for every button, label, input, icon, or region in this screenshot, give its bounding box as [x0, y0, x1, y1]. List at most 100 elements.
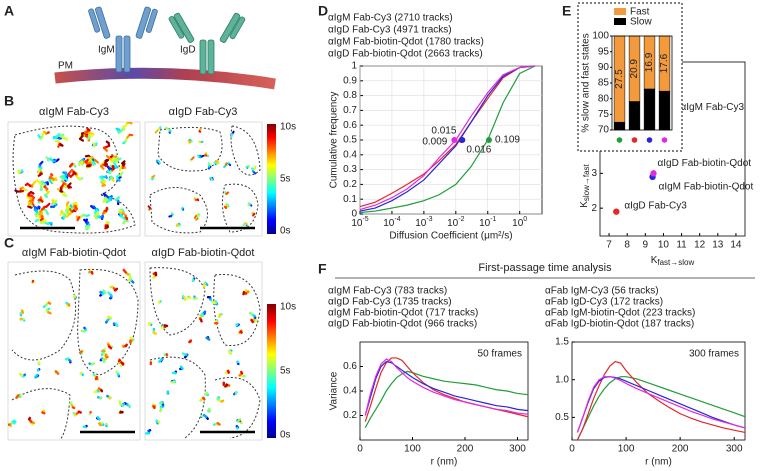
tick-label: 8 [624, 240, 630, 251]
colorbar-label: 10s [280, 302, 296, 313]
track [152, 331, 157, 335]
tick-label: 100 [618, 444, 635, 455]
series-line [576, 376, 746, 441]
tick-label: 0.2 [343, 410, 357, 421]
track [54, 370, 60, 375]
track [45, 156, 50, 160]
track [37, 172, 43, 177]
tick-label: 2 [591, 203, 597, 214]
track [41, 411, 46, 415]
label: IgM [98, 45, 115, 56]
track [239, 330, 243, 334]
track [196, 154, 200, 158]
legend-entry: αIgM Fab-Cy3 (783 tracks) [328, 286, 447, 297]
series-line [364, 358, 529, 416]
x-axis-label: r (nm) [431, 457, 458, 468]
track [223, 383, 228, 388]
track [101, 358, 106, 364]
track [196, 198, 200, 202]
track [207, 162, 212, 167]
annotation: 50 frames [478, 349, 522, 360]
track [193, 297, 198, 301]
legend-entry: αIgD Fab-Cy3 (4971 tracks) [328, 25, 452, 36]
y-axis-label: Variance [329, 371, 340, 410]
track [17, 169, 20, 175]
tick-label: 75 [598, 109, 610, 120]
tick-label-base: 1.0 [555, 374, 569, 385]
point [613, 208, 620, 215]
track [47, 311, 52, 315]
tick-label-base: 10 [447, 218, 459, 229]
track-image [145, 271, 258, 435]
series-line [576, 360, 746, 441]
track [179, 365, 184, 370]
tick-label: 90 [598, 62, 610, 73]
track [119, 171, 124, 177]
track [18, 372, 24, 377]
series-line [359, 65, 536, 214]
track [78, 350, 83, 354]
track [175, 223, 179, 227]
tick-label: 10-3 [415, 216, 432, 229]
x-axis-label: r (nm) [645, 457, 672, 468]
tick-label-base: 10 [512, 218, 524, 229]
tick-label: 10-2 [447, 216, 464, 229]
track [68, 162, 74, 168]
tick-label: 0.5 [555, 412, 569, 423]
track [227, 350, 233, 354]
track [244, 222, 248, 225]
track [104, 159, 110, 162]
tick-label-base: 10 [383, 218, 395, 229]
value-label: 27.5 [614, 69, 625, 89]
series-line [359, 65, 535, 212]
panel-letter: C [4, 235, 14, 251]
label: IgD [180, 45, 196, 56]
label: PM [58, 61, 73, 72]
legend-entry: αFab IgD-biotin-Qdot (187 tracks) [545, 319, 694, 330]
track [195, 217, 199, 221]
track [127, 276, 132, 282]
tick-label: 100 [512, 216, 527, 229]
legend-entry: αIgM Fab-biotin-Qdot (717 tracks) [328, 308, 478, 319]
tick-label: 0.1 [343, 194, 357, 205]
series-line [359, 65, 535, 211]
track [78, 137, 85, 142]
track [151, 174, 156, 179]
legend-swatch [614, 8, 626, 15]
tick-label: 14 [730, 240, 742, 251]
axis-label: Kfast→slow [651, 255, 695, 267]
tick-label: 80 [598, 93, 610, 104]
track [59, 143, 64, 147]
track [27, 205, 33, 209]
tick-label-exponent: -2 [458, 216, 464, 223]
legend-entry: Fast [630, 7, 650, 18]
tick-label: 11 [676, 240, 687, 251]
track [113, 287, 119, 292]
track [223, 205, 228, 209]
legend-entry: αIgD Fab-biotin-Qdot (2663 tracks) [328, 49, 483, 60]
median-label: 0.109 [495, 135, 520, 146]
tick-label-exponent: -1 [490, 216, 496, 223]
track [110, 177, 115, 182]
legend-entry: Slow [630, 17, 652, 28]
track [79, 371, 83, 375]
tick-label: 1.5 [555, 337, 569, 348]
tick-label: 0.6 [343, 120, 357, 131]
track [92, 142, 96, 148]
track [34, 373, 39, 379]
track [157, 160, 162, 165]
tick-label: 100 [592, 31, 609, 42]
axis-label-sub: fast→slow [657, 258, 694, 267]
median-label: 0.009 [422, 137, 447, 148]
tick-label: 200 [672, 444, 689, 455]
track [218, 313, 222, 318]
axis-label-main: K [651, 255, 658, 266]
colorbar [267, 304, 276, 438]
track [99, 396, 103, 400]
track [118, 400, 122, 406]
tick-label: 1 [351, 61, 357, 72]
tick-label-exponent: -3 [426, 216, 432, 223]
y-axis-label: % slow and fast states [581, 33, 592, 133]
point-label: αIgD Fab-biotin-Qdot [657, 158, 751, 169]
tick-label: 0.4 [343, 386, 357, 397]
